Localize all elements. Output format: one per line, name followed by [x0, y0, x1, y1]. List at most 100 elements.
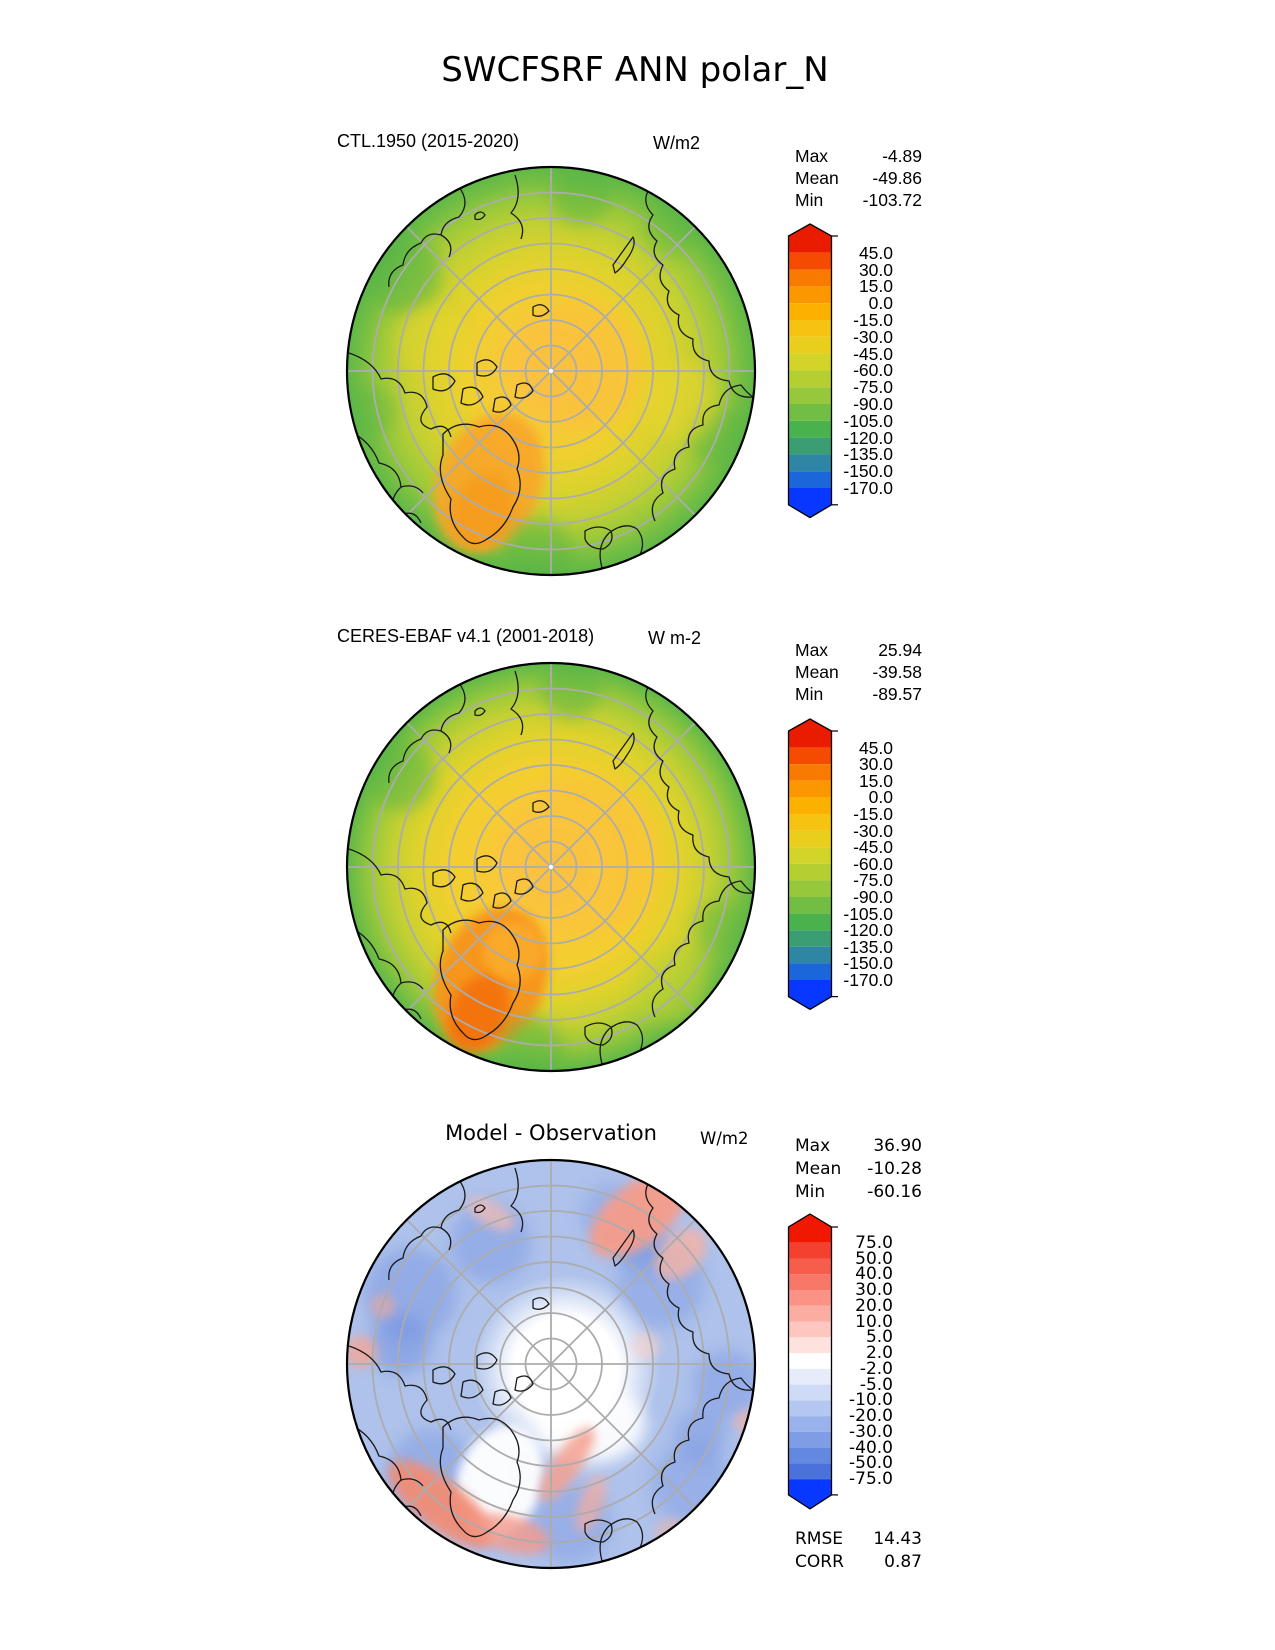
- colorbar-band: [788, 437, 832, 455]
- panel3-stat-max-label: Max: [795, 1136, 831, 1156]
- colorbar-tick-label: -105.0: [843, 903, 893, 924]
- colorbar-tick-label: 40.0: [855, 1264, 893, 1285]
- panel2-stat-max-value: 25.94: [878, 640, 922, 660]
- map-model: [345, 165, 757, 577]
- colorbar-band: [788, 963, 832, 980]
- colorbar-tick-label: -170.0: [843, 478, 893, 498]
- map-difference: [345, 1158, 757, 1570]
- panel1-title: CTL.1950 (2015-2020): [337, 131, 520, 151]
- colorbar-tick-label: -150.0: [843, 461, 893, 482]
- colorbar-tick-label: 10.0: [855, 1311, 893, 1332]
- panel2-stat-min-value: -89.57: [872, 684, 922, 704]
- panel1-stat-mean-value: -49.86: [872, 168, 922, 188]
- colorbar-band: [788, 1416, 832, 1432]
- rmse-label: RMSE: [795, 1529, 844, 1549]
- panel3-stat-min-value: -60.16: [867, 1182, 922, 1202]
- colorbar-tick-label: -105.0: [843, 410, 893, 431]
- colorbar-band: [788, 1242, 832, 1259]
- colorbar-tick-label: 30.0: [855, 1280, 893, 1301]
- colorbar-tick-label: -135.0: [843, 936, 893, 957]
- colorbar-band: [788, 1447, 832, 1464]
- colorbar-band: [788, 1463, 832, 1480]
- panel1-stat-mean-label: Mean: [795, 168, 839, 188]
- colorbar-tick-label: -60.0: [853, 853, 893, 874]
- colorbar-tick-label: -120.0: [843, 427, 893, 448]
- colorbar-band: [788, 336, 832, 354]
- colorbar-difference-bands: [788, 1214, 832, 1509]
- colorbar-tick-label: -170.0: [843, 970, 893, 990]
- colorbar-band: [788, 1431, 832, 1448]
- colorbar-tick-label: -90.0: [853, 394, 893, 414]
- panel1-stat-max-label: Max: [795, 146, 829, 166]
- panel1-stat-min-value: -103.72: [862, 190, 922, 210]
- colorbar-band: [788, 913, 832, 931]
- colorbar-band: [788, 252, 832, 270]
- colorbar-band: [788, 1321, 832, 1338]
- panel3-stat-mean-value: -10.28: [867, 1159, 922, 1179]
- colorbar-tick-label: 45.0: [858, 737, 893, 758]
- panel2-stat-mean-value: -39.58: [872, 662, 922, 682]
- pole-dot: [548, 368, 554, 374]
- colorbar-band: [788, 863, 832, 881]
- map-rim: [345, 661, 757, 1073]
- colorbar-tick-label: -30.0: [849, 1421, 893, 1442]
- colorbar-band: [788, 286, 832, 304]
- colorbar-tick-label: 15.0: [858, 276, 893, 297]
- colorbar-band: [788, 320, 832, 337]
- colorbar-band: [788, 1305, 832, 1322]
- colorbar-band: [788, 814, 832, 831]
- rmse-value: 14.43: [873, 1529, 922, 1549]
- colorbar-tick-label: -50.0: [849, 1453, 893, 1474]
- colorbar-band: [788, 946, 832, 964]
- panel2-units: W m-2: [648, 628, 701, 648]
- panel1-stat-min-label: Min: [795, 190, 824, 210]
- colorbar-tick-label: -15.0: [853, 804, 893, 824]
- panel3-title: Model - Observation: [445, 1121, 657, 1145]
- panel1-stat-max-value: -4.89: [882, 146, 922, 166]
- colorbar-tick-label: -5.0: [859, 1374, 893, 1395]
- colorbar-model: [787, 223, 838, 519]
- colorbar-band: [788, 454, 832, 472]
- colorbar-tick-label: 15.0: [858, 770, 893, 791]
- colorbar-band: [788, 764, 832, 781]
- colorbar-band: [788, 1353, 832, 1369]
- colorbar-tick-label: -60.0: [853, 360, 893, 381]
- colorbar-tick-label: 30.0: [858, 259, 893, 280]
- colorbar-tick-label: -30.0: [853, 820, 893, 841]
- colorbar-tick-label: 50.0: [855, 1248, 893, 1269]
- colorbar-tick-label: -120.0: [843, 920, 893, 941]
- colorbar-difference: [787, 1213, 838, 1510]
- figure-title: SWCFSRF ANN polar_N: [441, 50, 829, 90]
- colorbar-tick-label: -45.0: [853, 837, 893, 858]
- colorbar-tick-label: 0.0: [868, 787, 893, 808]
- corr-value: 0.87: [884, 1552, 922, 1572]
- panel2-title: CERES-EBAF v4.1 (2001-2018): [337, 626, 595, 646]
- colorbar-band: [788, 303, 832, 320]
- colorbar-band: [788, 471, 832, 488]
- colorbar-band: [788, 420, 832, 438]
- colorbar-tick-label: 2.0: [865, 1343, 893, 1364]
- colorbar-tick-label: -40.0: [849, 1437, 893, 1458]
- colorbar-band: [788, 780, 832, 798]
- colorbar-band: [788, 897, 832, 914]
- colorbar-band: [788, 1274, 832, 1291]
- colorbar-band: [788, 930, 832, 947]
- colorbar-band: [788, 830, 832, 848]
- colorbar-tick-label: -15.0: [853, 310, 893, 330]
- colorbar-tick-label: 20.0: [855, 1295, 893, 1316]
- colorbar-band: [788, 1290, 832, 1306]
- colorbar-tick-label: 0.0: [868, 293, 893, 314]
- map-rim: [345, 165, 757, 577]
- map-rim: [345, 1158, 757, 1570]
- colorbar-tick-label: -20.0: [849, 1406, 893, 1427]
- colorbar-band: [788, 404, 832, 421]
- colorbar-model-bands: [788, 224, 832, 518]
- panel3-stat-max-value: 36.90: [873, 1136, 922, 1156]
- colorbar-band: [788, 370, 832, 388]
- pole-dot: [548, 864, 554, 870]
- colorbar-band: [788, 1400, 832, 1417]
- colorbar-tick-label: -135.0: [843, 444, 893, 465]
- panel3-units: W/m2: [700, 1129, 749, 1148]
- colorbar-tick-label: 75.0: [855, 1232, 893, 1253]
- panel2-stat-mean-label: Mean: [795, 662, 839, 682]
